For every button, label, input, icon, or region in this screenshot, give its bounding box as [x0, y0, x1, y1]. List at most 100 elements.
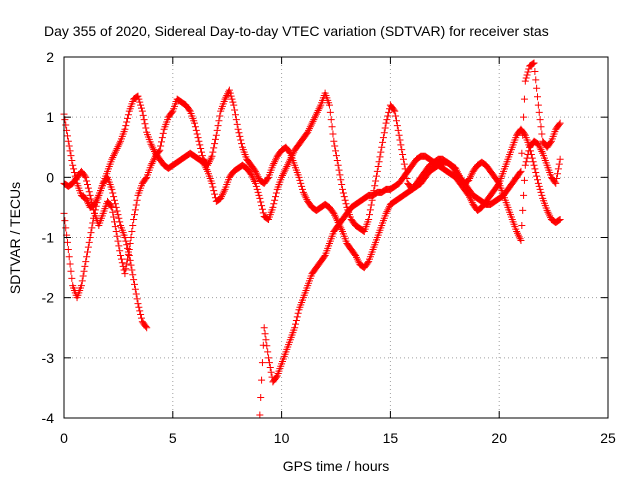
- data-point-interp: [150, 156, 158, 164]
- data-point-interp: [527, 150, 535, 158]
- data-point-interp: [148, 159, 156, 167]
- data-point-interp: [374, 163, 382, 171]
- data-point-interp: [259, 209, 267, 217]
- data-point-interp: [123, 260, 131, 268]
- data-point-interp: [531, 67, 539, 75]
- data-point-interp: [66, 147, 74, 155]
- data-point-interp: [124, 248, 132, 256]
- data-point: [195, 137, 203, 145]
- data-point: [534, 179, 542, 187]
- data-point-interp: [332, 215, 340, 223]
- data-point-interp: [257, 198, 265, 206]
- data-point-interp: [65, 253, 73, 261]
- data-point-interp: [320, 253, 328, 261]
- data-point-interp: [70, 165, 78, 173]
- data-point-interp: [394, 126, 402, 134]
- data-point-interp: [375, 158, 383, 166]
- data-point-interp: [392, 117, 400, 125]
- data-point-interp: [87, 229, 95, 237]
- data-point-interp: [115, 141, 123, 149]
- data-point-interp: [338, 226, 346, 234]
- data-point-interp: [142, 175, 150, 183]
- data-point: [64, 137, 72, 145]
- data-point: [260, 324, 268, 332]
- data-point: [399, 155, 407, 163]
- data-point-interp: [129, 271, 137, 279]
- data-point-interp: [342, 200, 350, 208]
- data-point-interp: [333, 156, 341, 164]
- data-point-interp: [522, 158, 530, 166]
- data-point-interp: [235, 129, 243, 137]
- data-point: [269, 161, 277, 169]
- data-point: [147, 140, 155, 148]
- data-point: [112, 146, 120, 154]
- data-point-interp: [537, 188, 545, 196]
- data-point-interp: [264, 175, 272, 183]
- data-point-interp: [516, 169, 524, 177]
- data-point-interp: [133, 196, 141, 204]
- data-point-interp: [466, 173, 474, 181]
- data-point: [556, 215, 564, 223]
- data-point: [330, 209, 338, 217]
- data-point-interp: [468, 199, 476, 207]
- data-point-interp: [127, 234, 135, 241]
- data-point-interp: [157, 142, 165, 150]
- data-point: [191, 119, 199, 127]
- data-point: [217, 194, 225, 202]
- data-point-interp: [127, 261, 135, 269]
- data-point-interp: [116, 139, 124, 147]
- data-point-interp: [266, 363, 274, 371]
- data-point-interp: [328, 123, 336, 131]
- data-point-interp: [326, 108, 334, 116]
- x-tick-label: 20: [491, 430, 507, 446]
- data-point-interp: [109, 189, 117, 197]
- data-point-interp: [80, 267, 88, 275]
- data-point-interp: [115, 242, 123, 250]
- data-point-interp: [536, 185, 544, 193]
- data-point-interp: [258, 205, 266, 213]
- data-point-interp: [84, 243, 92, 251]
- data-point-interp: [547, 138, 555, 146]
- data-point-interp: [466, 175, 474, 183]
- data-point-interp: [215, 117, 223, 125]
- data-point: [108, 155, 116, 163]
- data-point-interp: [216, 112, 224, 120]
- data-point: [521, 77, 529, 85]
- data-point-interp: [309, 117, 317, 125]
- data-point-interp: [284, 161, 292, 169]
- data-point-interp: [140, 116, 148, 124]
- data-point-interp: [546, 212, 554, 220]
- data-point: [526, 143, 534, 151]
- data-point-interp: [285, 148, 293, 156]
- data-point-interp: [85, 188, 93, 196]
- data-point-interp: [520, 176, 528, 184]
- data-point: [147, 161, 155, 169]
- data-point: [69, 161, 77, 169]
- data-point: [64, 246, 72, 254]
- data-point: [325, 101, 333, 109]
- data-point-interp: [313, 108, 321, 116]
- data-point-interp: [93, 199, 101, 207]
- x-tick-label: 15: [383, 430, 399, 446]
- data-point-interp: [281, 166, 289, 174]
- data-point-interp: [158, 134, 166, 142]
- data-point-interp: [248, 172, 256, 180]
- data-point-interp: [518, 149, 526, 157]
- data-point-interp: [535, 142, 543, 150]
- data-point-interp: [120, 266, 128, 274]
- data-point-interp: [94, 195, 102, 203]
- data-point-interp: [118, 259, 126, 267]
- data-point-interp: [91, 206, 99, 214]
- data-point: [291, 324, 299, 332]
- data-point-interp: [110, 213, 118, 221]
- data-point-interp: [332, 147, 340, 155]
- data-point-interp: [297, 179, 305, 187]
- data-point: [82, 258, 90, 266]
- data-point-interp: [141, 120, 149, 128]
- data-point-interp: [314, 107, 322, 115]
- data-point: [465, 191, 473, 199]
- data-point: [552, 179, 560, 187]
- data-point-interp: [131, 285, 139, 293]
- data-point-interp: [111, 223, 119, 231]
- data-point: [373, 167, 381, 175]
